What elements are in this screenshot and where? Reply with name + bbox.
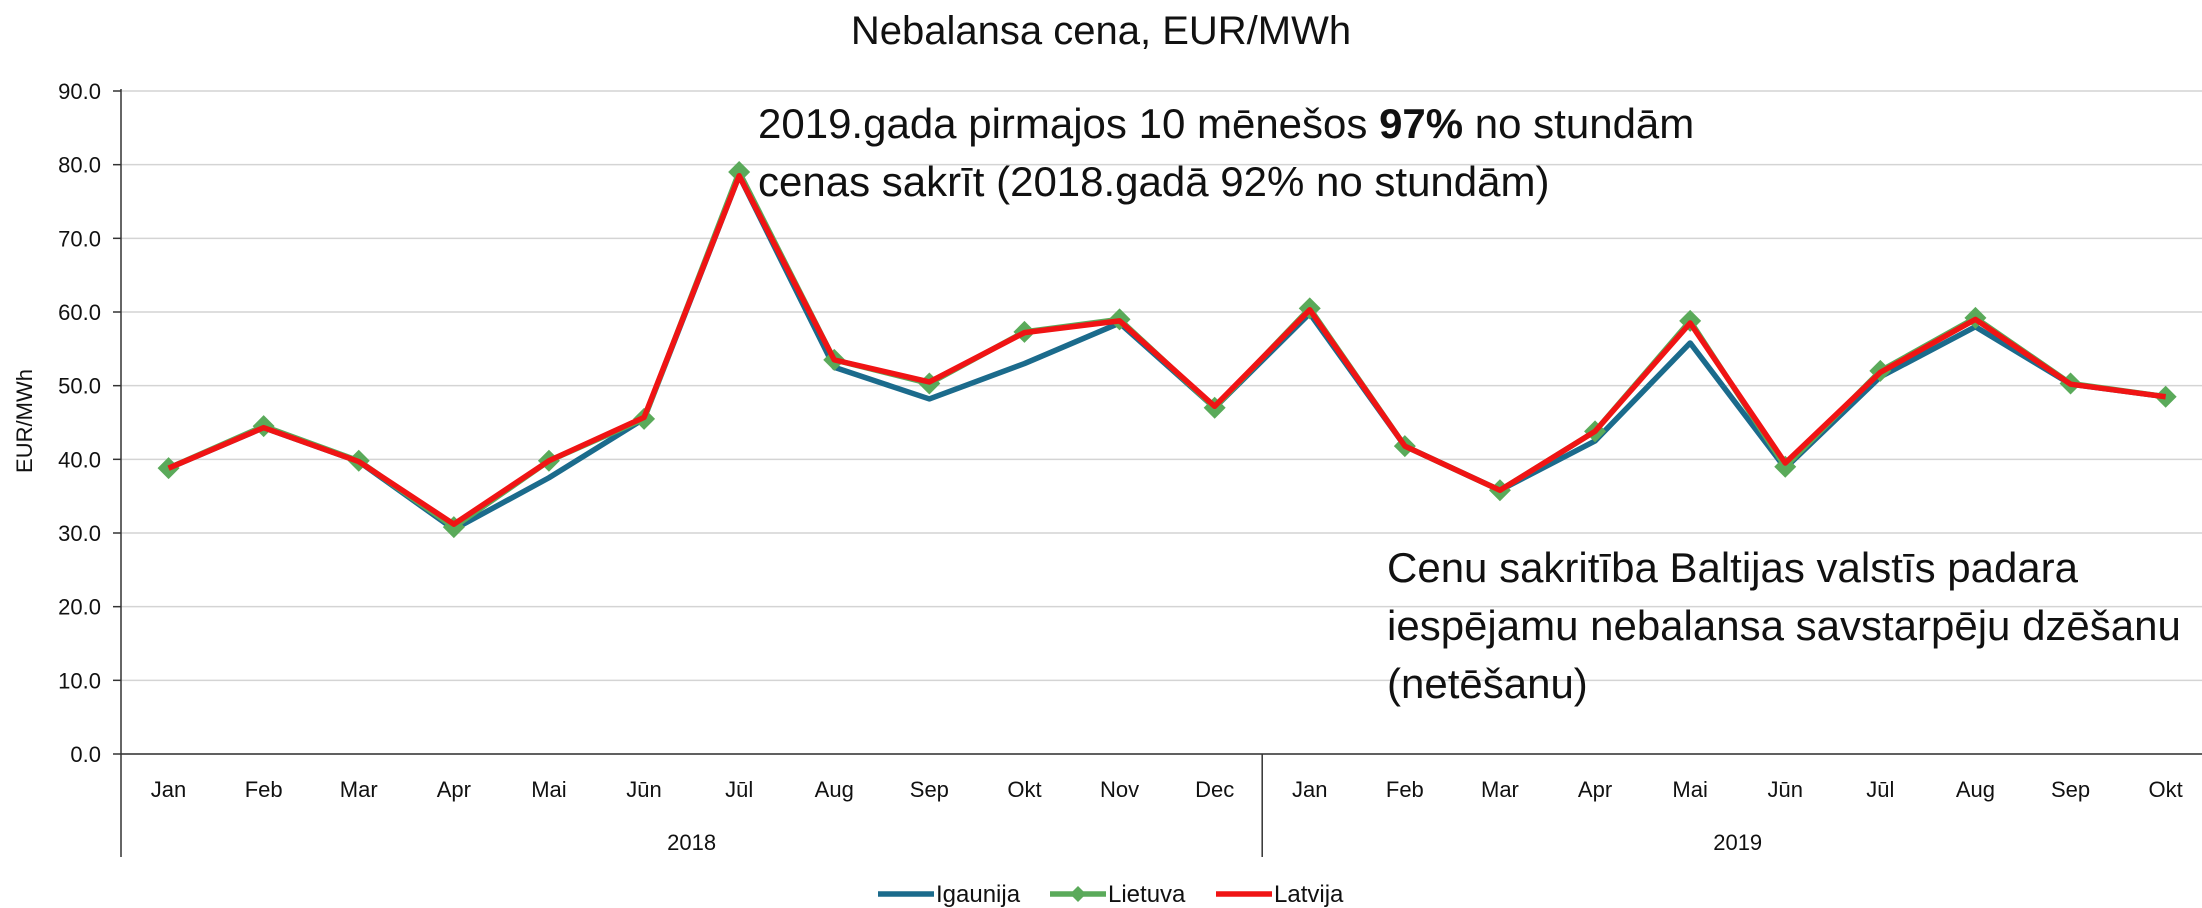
x-tick-label: Okt (2149, 777, 2183, 802)
data-point (728, 161, 751, 184)
y-tick-label: 0.0 (70, 742, 101, 767)
y-tick-label: 70.0 (58, 226, 101, 251)
y-tick-label: 60.0 (58, 300, 101, 325)
x-tick-label: Nov (1100, 777, 1139, 802)
y-tick-label: 10.0 (58, 668, 101, 693)
annotation: cenas sakrīt (2018.gadā 92% no stundām) (758, 158, 1549, 205)
annotation-text: Cenu sakritība Baltijas valstīs padara (1387, 544, 2079, 591)
y-tick-label: 20.0 (58, 595, 101, 620)
legend-label: Latvija (1274, 881, 1344, 908)
x-tick-label: Mar (1481, 777, 1519, 802)
chart-title: Nebalansa cena, EUR/MWh (851, 9, 1351, 53)
group-label: 2019 (1713, 830, 1762, 855)
x-tick-label: Aug (1956, 777, 1995, 802)
x-tick-label: Jūl (1866, 777, 1894, 802)
series-line (167, 172, 2167, 527)
series-line (167, 169, 2167, 530)
y-tick-label: 30.0 (58, 521, 101, 546)
annotation-text: no stundām (1463, 100, 1694, 147)
annotation-text: 2019.gada pirmajos 10 mēnešos (758, 100, 1379, 147)
x-tick-label: Jūl (725, 777, 753, 802)
y-tick-label: 80.0 (58, 153, 101, 178)
annotation-text: 97% (1379, 100, 1463, 147)
annotation: iespējamu nebalansa savstarpēju dzēšanu (1387, 602, 2181, 649)
annotation-text: iespējamu nebalansa savstarpēju dzēšanu (1387, 602, 2181, 649)
x-tick-label: Dec (1195, 777, 1234, 802)
annotation-text: (netēšanu) (1387, 660, 1588, 707)
y-tick-label: 50.0 (58, 374, 101, 399)
annotation: (netēšanu) (1387, 660, 1588, 707)
annotation: 2019.gada pirmajos 10 mēnešos 97% no stu… (758, 100, 1694, 147)
y-tick-label: 40.0 (58, 447, 101, 472)
y-axis-label: EUR/MWh (12, 369, 37, 473)
x-tick-label: Mar (340, 777, 378, 802)
series-line (167, 172, 2167, 533)
x-tick-label: Sep (2051, 777, 2090, 802)
x-tick-label: Jūn (1768, 777, 1803, 802)
x-tick-label: Feb (1386, 777, 1424, 802)
x-tick-label: Apr (1578, 777, 1612, 802)
x-tick-label: Apr (437, 777, 471, 802)
x-tick-label: Okt (1007, 777, 1041, 802)
x-tick-label: Jan (151, 777, 186, 802)
x-tick-label: Jan (1292, 777, 1327, 802)
legend-marker (1070, 886, 1086, 902)
x-tick-label: Sep (910, 777, 949, 802)
group-label: 2018 (667, 830, 716, 855)
annotation: Cenu sakritība Baltijas valstīs padara (1387, 544, 2079, 591)
legend-label: Igaunija (936, 881, 1021, 908)
legend-label: Lietuva (1108, 881, 1186, 908)
annotation-text: cenas sakrīt (2018.gadā 92% no stundām) (758, 158, 1549, 205)
y-tick-label: 90.0 (58, 79, 101, 104)
x-tick-label: Mai (531, 777, 566, 802)
x-tick-label: Aug (815, 777, 854, 802)
x-tick-label: Mai (1672, 777, 1707, 802)
x-tick-label: Feb (245, 777, 283, 802)
x-tick-label: Jūn (626, 777, 661, 802)
